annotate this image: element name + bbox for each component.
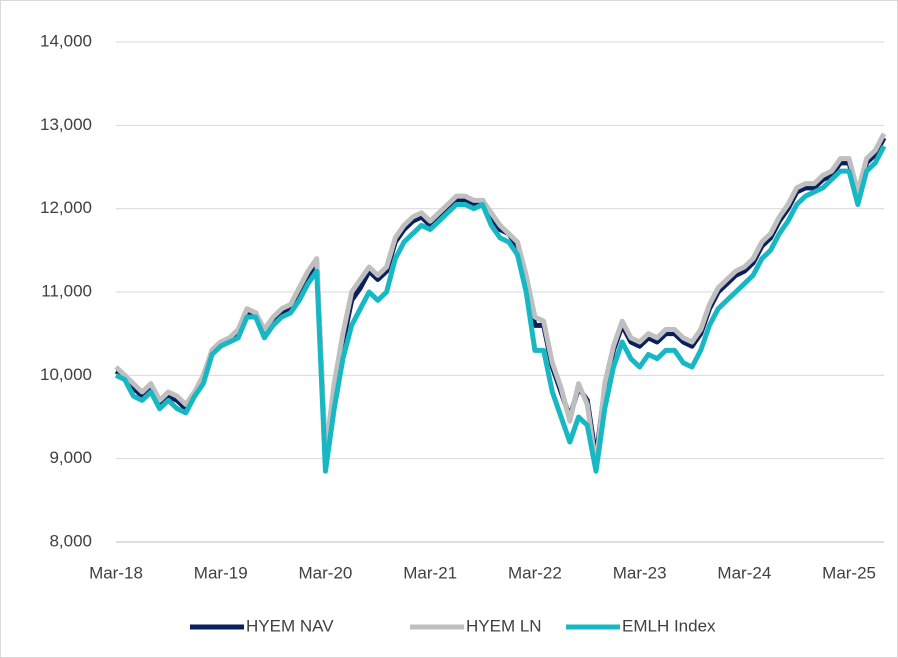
series-line (114, 145, 887, 474)
x-tick-label: Mar-20 (299, 563, 353, 582)
legend-label: HYEM LN (466, 616, 542, 635)
x-tick-label: Mar-21 (403, 563, 457, 582)
y-tick-label: 13,000 (40, 115, 92, 134)
x-tick-label: Mar-25 (822, 563, 876, 582)
y-tick-label: 10,000 (40, 365, 92, 384)
x-tick-label: Mar-19 (194, 563, 248, 582)
y-tick-label: 8,000 (49, 531, 92, 550)
x-tick-label: Mar-18 (89, 563, 143, 582)
y-tick-label: 14,000 (40, 31, 92, 50)
x-tick-label: Mar-22 (508, 563, 562, 582)
legend-label: HYEM NAV (246, 616, 334, 635)
x-tick-label: Mar-23 (613, 563, 667, 582)
y-tick-label: 12,000 (40, 198, 92, 217)
y-tick-label: 11,000 (41, 281, 92, 300)
x-tick-label: Mar-24 (717, 563, 771, 582)
y-tick-label: 9,000 (49, 448, 92, 467)
legend-label: EMLH Index (622, 616, 716, 635)
series-line (114, 132, 887, 470)
